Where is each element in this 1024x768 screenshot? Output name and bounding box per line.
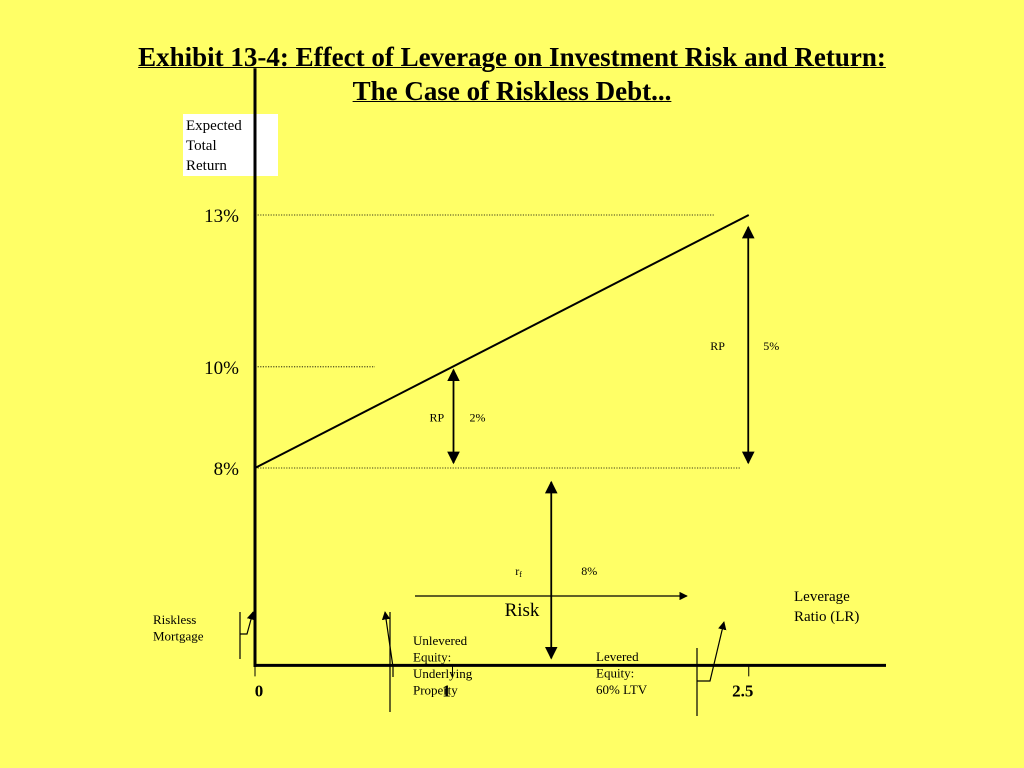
arrow-value: 8%	[581, 564, 597, 578]
arrow-value: 5%	[763, 339, 779, 353]
arrow-value: 2%	[470, 410, 486, 424]
arrow-label: RP	[430, 410, 445, 424]
return-line	[254, 214, 750, 469]
annotation-text: Equity:	[413, 650, 451, 665]
y-tick-label: 8%	[214, 459, 240, 480]
x-tick-label: 0	[255, 681, 264, 700]
annotation-text: Levered	[596, 649, 639, 664]
title-line-1: Exhibit 13-4: Effect of Leverage on Inve…	[138, 42, 886, 72]
annotation-pointer	[697, 621, 727, 682]
y-tick-label: 10%	[204, 358, 239, 379]
annotation-text: Equity:	[596, 666, 634, 681]
y-tick-label: 13%	[204, 206, 239, 227]
chart-title: Exhibit 13-4: Effect of Leverage on Inve…	[0, 40, 1024, 108]
ylabel-box	[183, 114, 278, 176]
annotation-pointer	[381, 611, 394, 677]
arrow-label: rf	[515, 564, 522, 579]
xlabel-line: Ratio (LR)	[794, 609, 859, 625]
annotation-text: Mortgage	[153, 629, 204, 644]
arrow-label-subscript: f	[519, 570, 522, 579]
ylabel-line: Expected	[186, 118, 242, 134]
x-tick-label: 2.5	[732, 681, 753, 700]
annotation-text: Property	[413, 683, 458, 698]
xlabel-line: Leverage	[794, 589, 850, 605]
ylabel-line: Total	[186, 138, 217, 154]
x-axis-caption: Risk	[505, 600, 540, 621]
annotation-text: Unlevered	[413, 633, 468, 648]
x-tick-label: 1	[442, 681, 451, 700]
annotation-text: Underlying	[413, 666, 473, 681]
title-line-2: The Case of Riskless Debt...	[352, 76, 672, 106]
arrow-label: RP	[710, 339, 725, 353]
annotation-pointer	[240, 611, 256, 635]
annotation-text: 60% LTV	[596, 682, 648, 697]
annotation-text: Riskless	[153, 612, 196, 627]
ylabel-line: Return	[186, 158, 227, 174]
